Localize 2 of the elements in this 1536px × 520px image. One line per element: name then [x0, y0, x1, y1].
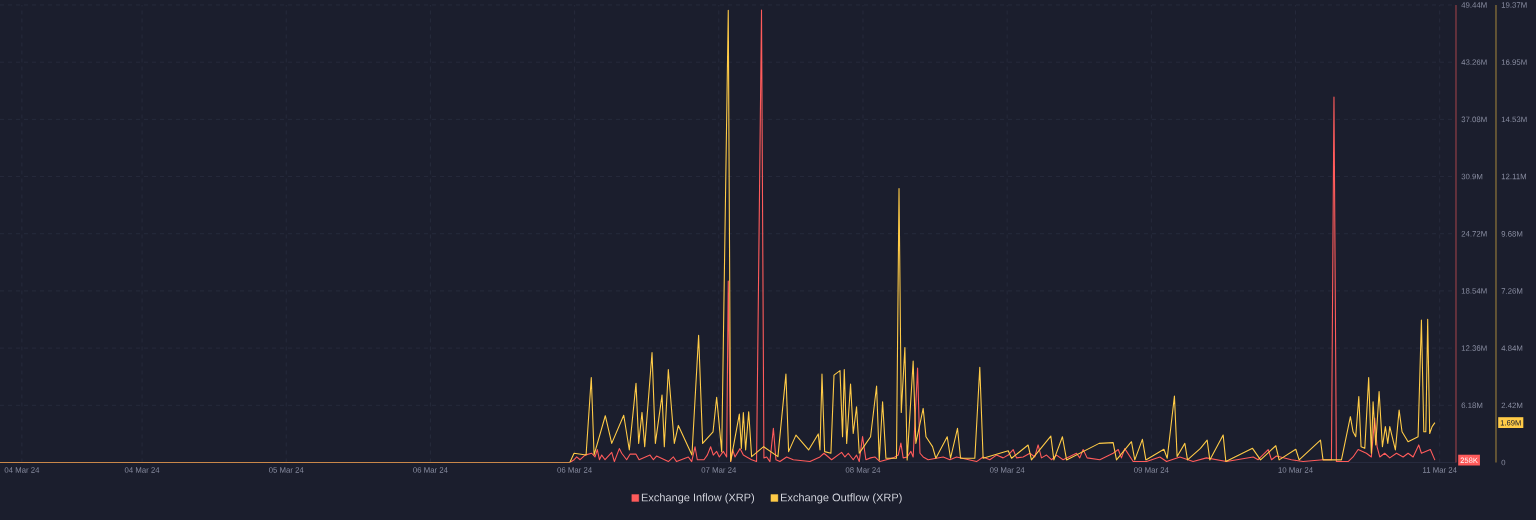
legend-label: Exchange Inflow (XRP) [641, 493, 755, 504]
legend-label: Exchange Outflow (XRP) [781, 493, 902, 504]
